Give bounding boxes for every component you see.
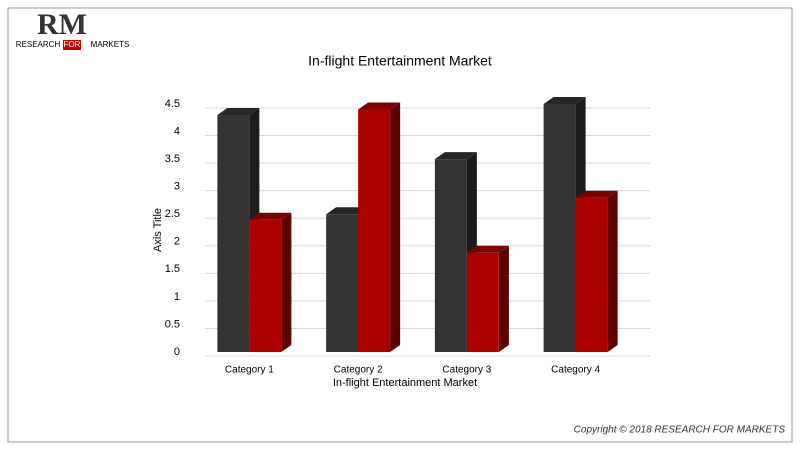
y-tick-label: 2 bbox=[174, 236, 180, 248]
bar bbox=[217, 115, 250, 353]
y-tick-label: 3.5 bbox=[165, 153, 180, 165]
bar-top bbox=[543, 97, 586, 104]
x-tick-label: Category 2 bbox=[334, 365, 383, 376]
logo-text: MARKETS bbox=[91, 40, 130, 49]
copyright: Copyright © 2018 RESEARCH FOR MARKETS bbox=[574, 425, 786, 436]
bar-side bbox=[390, 102, 401, 352]
logo-mark: RM bbox=[37, 8, 87, 41]
y-axis-title: Axis Title bbox=[152, 208, 164, 252]
logo-text: FOR bbox=[64, 40, 81, 49]
bar-side bbox=[281, 212, 292, 352]
bar-top bbox=[249, 212, 292, 220]
y-tick-label: 4.5 bbox=[165, 98, 180, 110]
bar-top bbox=[217, 108, 260, 116]
y-tick-label: 1 bbox=[174, 291, 180, 303]
bar bbox=[326, 214, 359, 352]
y-tick-label: 2.5 bbox=[165, 208, 180, 220]
bar bbox=[434, 159, 467, 352]
bar-side bbox=[607, 190, 618, 352]
logo-text: RESEARCH bbox=[16, 40, 61, 49]
bar-top bbox=[326, 207, 369, 215]
bar bbox=[358, 109, 391, 352]
bar bbox=[466, 252, 499, 352]
x-tick-label: Category 1 bbox=[225, 365, 274, 376]
y-tick-label: 0.5 bbox=[165, 318, 180, 330]
chart-title: In-flight Entertainment Market bbox=[308, 53, 492, 69]
y-tick-label: 1.5 bbox=[165, 263, 180, 275]
bar bbox=[249, 219, 282, 352]
y-tick-label: 4 bbox=[174, 125, 180, 137]
bar-top bbox=[358, 102, 401, 110]
x-tick-label: Category 4 bbox=[551, 365, 600, 376]
bar bbox=[543, 104, 576, 352]
x-axis-title: In-flight Entertainment Market bbox=[333, 377, 477, 389]
logo-box bbox=[63, 40, 81, 50]
y-tick-label: 3 bbox=[174, 181, 180, 193]
bar-top bbox=[434, 152, 477, 160]
bar-side bbox=[498, 245, 509, 352]
x-tick-label: Category 3 bbox=[442, 365, 491, 376]
bar bbox=[575, 197, 608, 352]
bar-top bbox=[466, 245, 509, 253]
y-tick-label: 0 bbox=[174, 346, 180, 358]
bar-top bbox=[575, 190, 618, 198]
